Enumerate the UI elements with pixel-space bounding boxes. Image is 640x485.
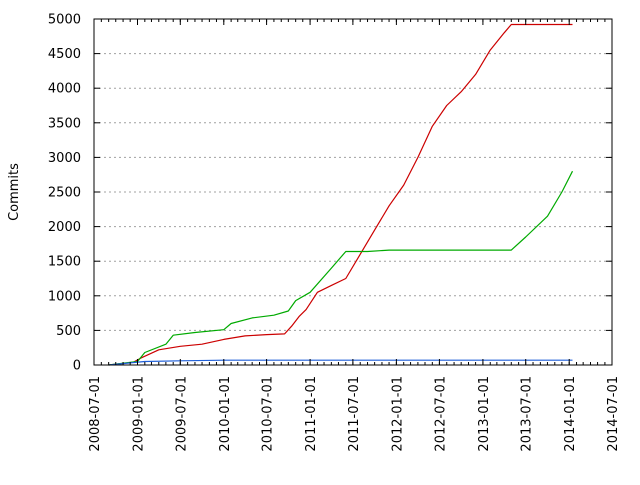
y-tick-label: 3000 bbox=[48, 151, 81, 166]
x-tick-label: 2010-01-01 bbox=[218, 376, 233, 452]
y-tick-label: 1500 bbox=[48, 255, 81, 270]
series-line-1 bbox=[108, 23, 573, 366]
x-tick-label: 2013-07-01 bbox=[520, 376, 535, 452]
x-tick-label: 2012-01-01 bbox=[390, 376, 405, 452]
x-tick-label: 2009-07-01 bbox=[174, 376, 189, 452]
x-tick-label: 2014-01-01 bbox=[563, 376, 578, 452]
x-tick-label: 2011-07-01 bbox=[347, 376, 362, 452]
x-tick-label: 2014-07-01 bbox=[606, 376, 621, 452]
x-tick-label: 2009-01-01 bbox=[132, 376, 147, 452]
series-line-3 bbox=[108, 359, 573, 366]
axis-ticks bbox=[93, 18, 613, 366]
y-tick-label: 2500 bbox=[48, 186, 81, 201]
y-tick-label: 500 bbox=[56, 324, 81, 339]
x-tick-label: 2012-07-01 bbox=[433, 376, 448, 452]
y-axis-title: Commits bbox=[7, 163, 22, 221]
y-tick-label: 0 bbox=[73, 359, 81, 374]
y-tick-label: 1000 bbox=[48, 289, 81, 304]
series-lines bbox=[108, 23, 574, 366]
gridlines bbox=[94, 53, 612, 331]
x-tick-label: 2011-01-01 bbox=[304, 376, 319, 452]
y-tick-label: 3500 bbox=[48, 116, 81, 131]
y-tick-label: 5000 bbox=[48, 13, 81, 28]
x-tick-label: 2008-07-01 bbox=[88, 376, 103, 452]
x-tick-label: 2010-07-01 bbox=[261, 376, 276, 452]
y-tick-label: 2000 bbox=[48, 220, 81, 235]
x-tick-label: 2013-01-01 bbox=[477, 376, 492, 452]
y-tick-label: 4500 bbox=[48, 47, 81, 62]
tick-labels: 0 500 1000 1500 2000 2500 3000 3500 4000 4500 5000… bbox=[48, 13, 621, 452]
series-line-2 bbox=[108, 170, 574, 366]
y-tick-label: 4000 bbox=[48, 82, 81, 97]
